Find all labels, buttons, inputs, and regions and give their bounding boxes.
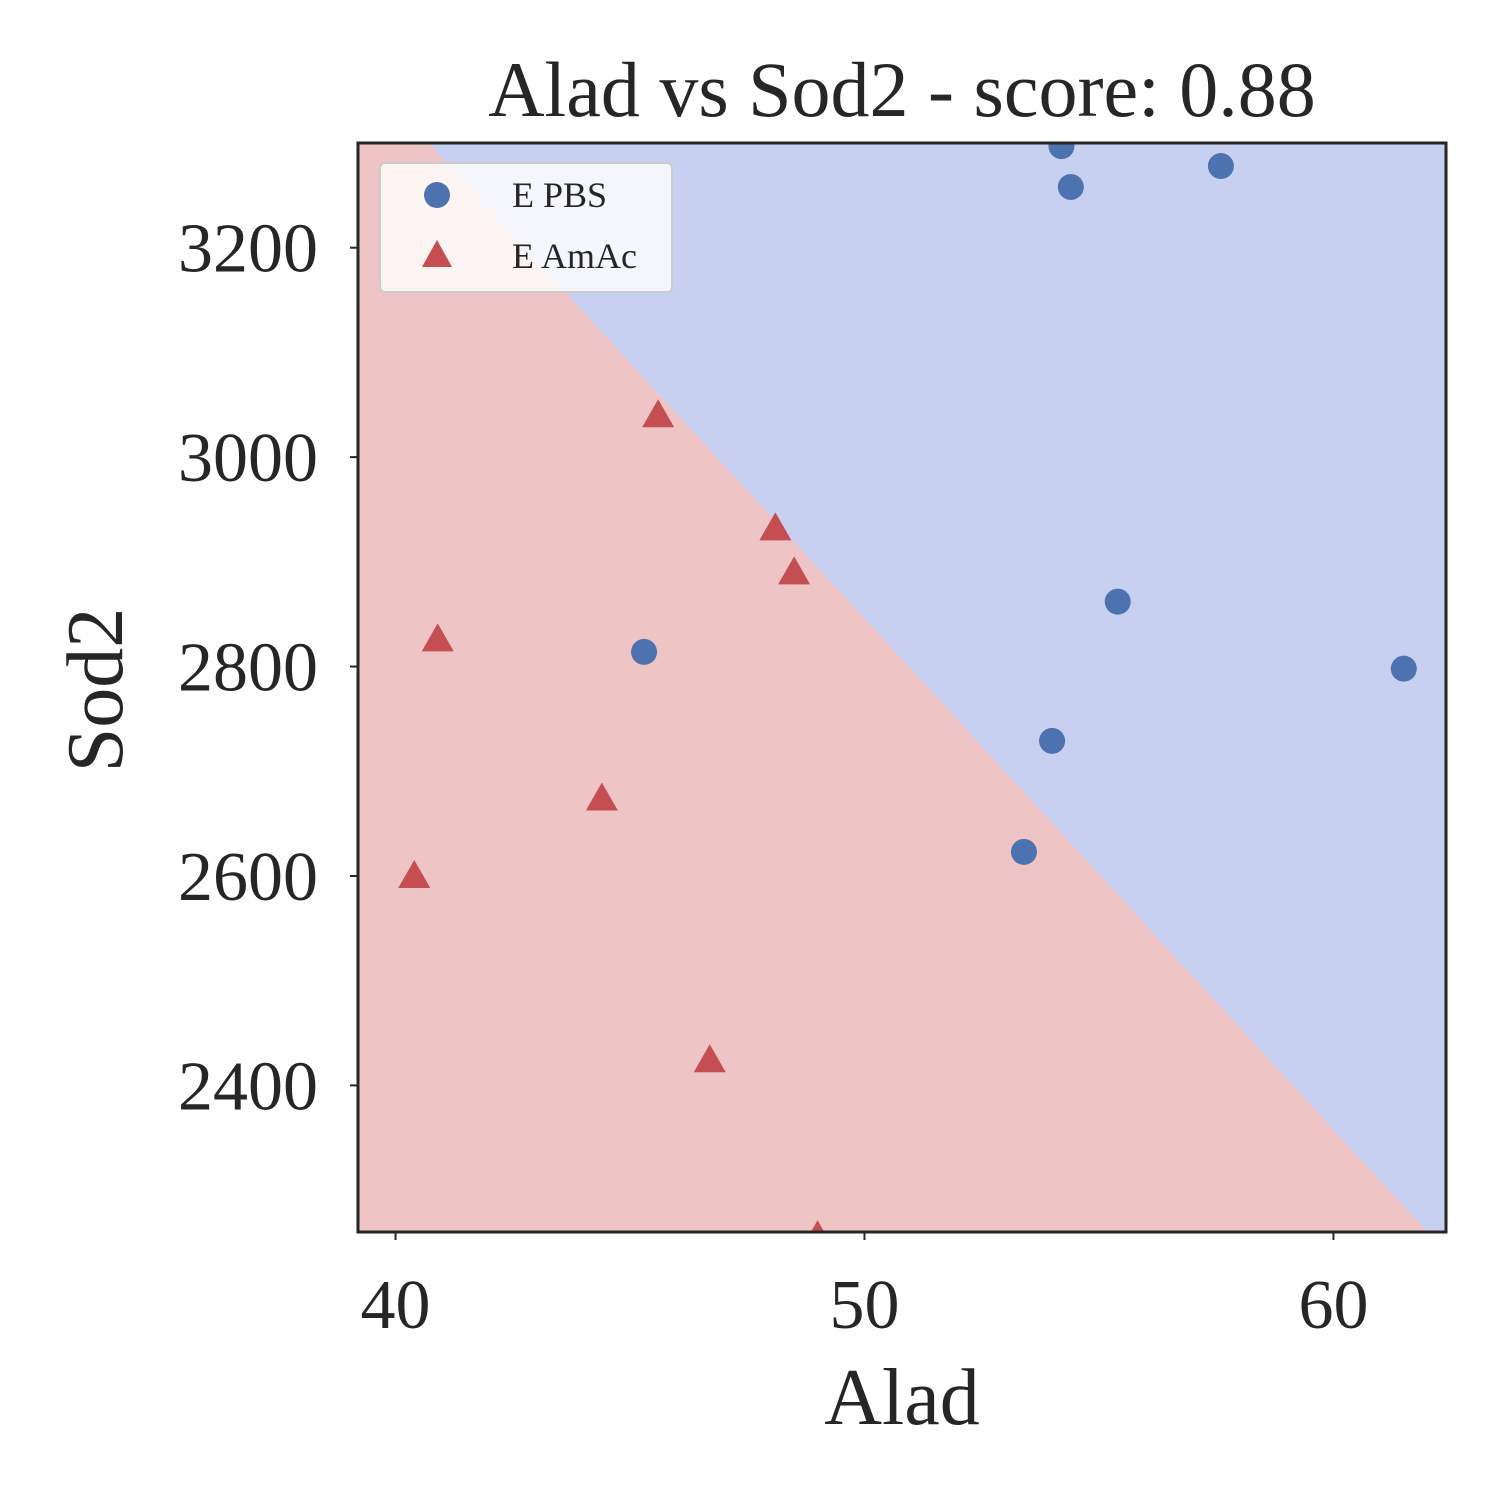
legend-box	[379, 162, 673, 293]
legend-label-e-pbs: E PBS	[512, 175, 607, 215]
points-layer	[398, 143, 1417, 1232]
data-point-e-pbs-2	[1207, 153, 1234, 180]
x-tick-label: 40	[361, 1267, 431, 1344]
data-point-e-pbs-1	[1057, 173, 1084, 200]
data-point-e-amac-7	[810, 1220, 825, 1232]
data-point-e-amac-5	[398, 859, 431, 888]
region-lower	[358, 143, 1428, 1232]
y-tick-label: 2400	[178, 1048, 318, 1125]
y-axis-ticks: 2400 2600 2800 3000 3200	[178, 211, 358, 1125]
data-point-e-pbs-3	[1104, 588, 1131, 615]
data-point-e-amac-3	[421, 623, 454, 652]
data-point-e-pbs-4	[1390, 655, 1417, 682]
legend: E PBS E AmAc	[379, 162, 673, 293]
decision-regions	[358, 143, 1446, 1232]
data-point-e-amac-6	[693, 1044, 726, 1073]
data-point-e-pbs-6	[1039, 727, 1066, 754]
y-tick-label: 2800	[178, 630, 318, 707]
chart-title: Alad vs Sod2 - score: 0.88	[488, 46, 1316, 133]
x-tick-label: 50	[829, 1267, 899, 1344]
legend-marker-e-pbs	[424, 182, 450, 208]
x-axis-label: Alad	[824, 1354, 980, 1442]
y-tick-label: 2600	[178, 839, 318, 916]
data-point-e-amac-1	[759, 512, 792, 541]
data-point-e-amac-0	[642, 399, 675, 428]
legend-marker-e-amac	[422, 240, 452, 267]
data-point-e-amac-4	[585, 782, 618, 811]
data-point-e-pbs-0	[1048, 143, 1075, 160]
legend-label-e-amac: E AmAc	[512, 236, 637, 276]
data-point-e-pbs-5	[631, 638, 658, 665]
plot-frame	[356, 141, 1448, 1234]
y-tick-label: 3200	[178, 211, 318, 288]
data-point-e-pbs-7	[1010, 838, 1037, 865]
y-tick-label: 3000	[178, 420, 318, 497]
y-axis-label: Sod2	[52, 608, 140, 773]
x-axis-ticks: 40 50 60	[361, 1232, 1368, 1344]
data-point-e-amac-2	[778, 556, 811, 585]
x-tick-label: 60	[1298, 1267, 1368, 1344]
